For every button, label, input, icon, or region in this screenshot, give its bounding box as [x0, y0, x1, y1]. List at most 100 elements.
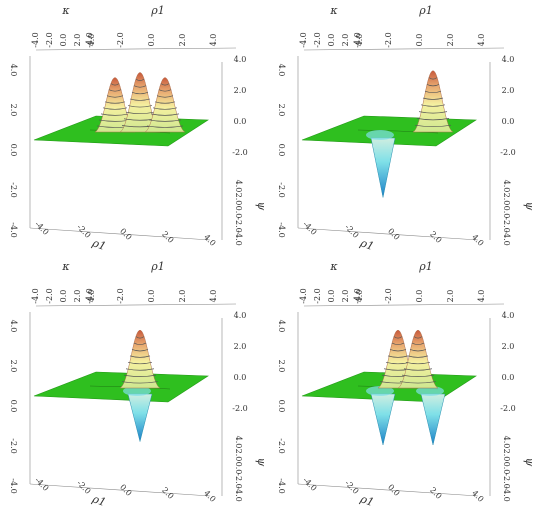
x-tick-bottom: 2.0 — [160, 230, 175, 245]
z-tick-left: -2.0 — [9, 438, 18, 453]
peak-contour — [401, 374, 435, 378]
surface-trough — [127, 393, 153, 442]
trough-rim — [123, 386, 151, 396]
peak-contour — [102, 107, 128, 110]
z-tick-left: 0.0 — [277, 144, 286, 157]
z-tick-left: 2.0 — [277, 360, 286, 373]
peak-contour — [156, 95, 174, 98]
peak-contour — [418, 111, 448, 114]
z-tick-left: 4.0 — [9, 320, 18, 333]
bottom-axis-line — [297, 227, 479, 241]
x-tick-top: 0.0 — [415, 290, 424, 303]
axis-label-rho1-bottom: ρ1 — [358, 236, 376, 253]
x-tick-top: -4.0 — [353, 288, 362, 303]
z-tick-right: -2.0 — [500, 404, 515, 413]
panel-top-right: κ ρ1-4.0 -2.0 0.0 2.0 4.0-4.0 -2.0 0.0 2.0 4.04.0… — [277, 4, 536, 253]
y-tick-top: -2.0 — [313, 288, 322, 303]
z-tick-right: -2.0 — [232, 148, 247, 157]
z-tick-right: 2.0 — [502, 342, 515, 351]
z-tick-left: -2.0 — [277, 438, 286, 453]
x-tick-bottom: -2.0 — [343, 223, 360, 240]
peak-contour — [104, 101, 126, 104]
z-tick-right: 4.0 — [234, 55, 247, 64]
y-tick-top: 0.0 — [59, 290, 68, 303]
peak-contour — [100, 113, 130, 116]
x-tick-top: -4.0 — [353, 32, 362, 47]
x-tick-top: -2.0 — [116, 32, 125, 47]
z-tick-lower: 4.0 — [234, 436, 243, 449]
z-tick-lower: 0.0 — [234, 462, 243, 475]
peak-contour — [405, 361, 431, 365]
peak-contour — [133, 85, 147, 88]
peak-contour — [160, 83, 170, 86]
z-tick-lower: 2.0 — [234, 449, 243, 462]
x-tick-top: 4.0 — [209, 290, 218, 303]
peak-contour — [125, 368, 155, 371]
peak-contour — [413, 336, 423, 339]
y-tick-top: 4.0 — [87, 34, 96, 47]
x-tick-bottom: 4.0 — [202, 489, 217, 504]
z-tick-lower: -2.0 — [234, 473, 243, 488]
z-tick-lower: -4.0 — [502, 486, 511, 501]
x-tick-bottom: 2.0 — [428, 486, 443, 501]
y-tick-top: -4.0 — [31, 32, 40, 47]
panel-bottom-right: κ ρ1-4.0 -2.0 0.0 2.0 4.0-4.0 -2.0 0.0 2.0 4.04.0… — [277, 260, 536, 509]
z-tick-right: 4.0 — [502, 55, 515, 64]
z-tick-left: 4.0 — [9, 64, 18, 77]
z-tick-right: 0.0 — [502, 373, 515, 382]
peak-contour — [127, 105, 153, 108]
peak-contour — [150, 113, 180, 116]
axis-label-rho1-bottom: ρ1 — [90, 492, 108, 509]
surface-peak — [397, 329, 439, 389]
x-tick-top: 0.0 — [147, 290, 156, 303]
axis-label-kappa-top: κ — [61, 4, 70, 17]
plane-contour — [357, 129, 439, 134]
y-tick-top: -4.0 — [31, 288, 40, 303]
x-tick-bottom: 0.0 — [386, 227, 401, 242]
y-tick-top: 2.0 — [341, 34, 350, 47]
y-tick-top: 4.0 — [355, 34, 364, 47]
axis-label-psi: ψ — [255, 202, 268, 211]
z-tick-lower: -2.0 — [502, 217, 511, 232]
bottom-axis-line — [29, 483, 211, 497]
top-axis-line — [303, 47, 505, 51]
z-tick-lower: -4.0 — [502, 230, 511, 245]
peak-contour — [131, 349, 149, 352]
z-tick-right: 4.0 — [234, 311, 247, 320]
x-tick-bottom: 0.0 — [118, 227, 133, 242]
axis-label-rho1-top: ρ1 — [150, 260, 164, 273]
z-tick-left: 0.0 — [9, 144, 18, 157]
z-tick-lower: -4.0 — [234, 230, 243, 245]
surface-peak — [144, 77, 186, 133]
peak-contour — [129, 355, 151, 358]
z-tick-lower: 4.0 — [502, 436, 511, 449]
y-tick-top: -2.0 — [45, 32, 54, 47]
z-tick-right: 0.0 — [234, 117, 247, 126]
peak-contour — [106, 95, 124, 98]
axis-label-kappa-top: κ — [329, 260, 338, 273]
x-tick-bottom: -4.0 — [301, 476, 318, 493]
x-tick-bottom: -4.0 — [33, 220, 50, 237]
z-tick-lower: 0.0 — [234, 206, 243, 219]
x-tick-top: -4.0 — [85, 288, 94, 303]
z-tick-right: 0.0 — [502, 117, 515, 126]
x-tick-top: 2.0 — [178, 290, 187, 303]
y-tick-top: 0.0 — [59, 34, 68, 47]
z-tick-left: 0.0 — [9, 400, 18, 413]
peak-contour — [146, 125, 184, 128]
bottom-axis-line — [297, 483, 479, 497]
axis-label-psi: ψ — [523, 458, 536, 467]
peak-contour — [422, 97, 444, 100]
peak-contour — [391, 342, 405, 345]
surface-trough — [420, 393, 446, 446]
peak-contour — [403, 368, 433, 371]
z-tick-right: 0.0 — [234, 373, 247, 382]
peak-contour — [393, 336, 403, 339]
z-tick-lower: 2.0 — [234, 193, 243, 206]
axis-label-psi: ψ — [523, 202, 536, 211]
peak-contour — [420, 104, 446, 107]
peak-contour — [414, 124, 452, 128]
y-tick-top: 4.0 — [87, 290, 96, 303]
y-tick-top: 2.0 — [341, 290, 350, 303]
